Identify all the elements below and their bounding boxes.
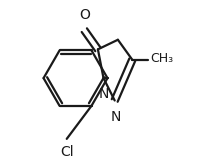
Text: Cl: Cl xyxy=(61,145,74,159)
Text: N: N xyxy=(110,110,121,124)
Text: O: O xyxy=(79,8,90,22)
Text: N: N xyxy=(99,87,109,101)
Text: CH₃: CH₃ xyxy=(150,52,173,65)
